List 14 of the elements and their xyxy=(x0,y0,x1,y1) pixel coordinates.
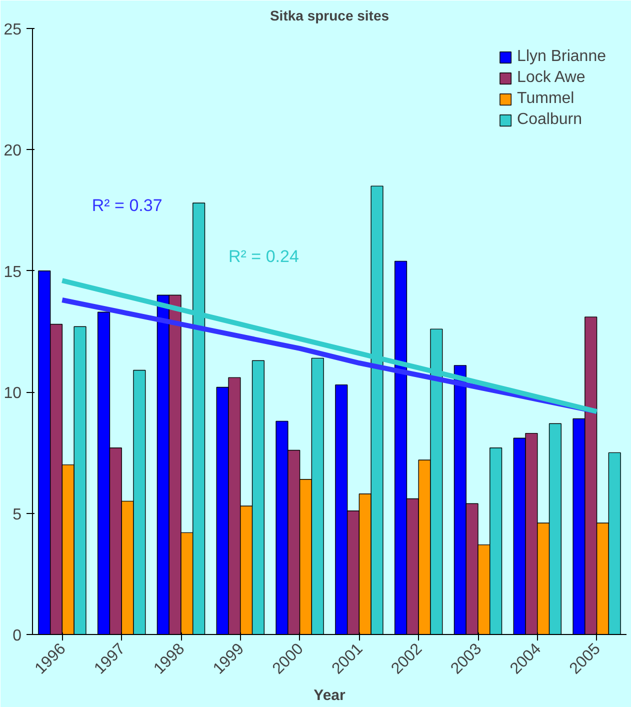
y-tick-label: 5 xyxy=(12,506,22,524)
chart-title: Sitka spruce sites xyxy=(270,8,390,24)
y-tick-label: 10 xyxy=(4,385,22,402)
y-tick-label: 0 xyxy=(12,628,22,644)
y-tick-label: 20 xyxy=(4,142,22,160)
y-tick-label: 25 xyxy=(4,22,22,38)
legend-label: Lock Awe xyxy=(517,69,586,87)
legend-label: Llyn Brianne xyxy=(517,48,606,66)
legend-label: Tummel xyxy=(517,90,574,108)
annotation: R² = 0.24 xyxy=(228,247,299,266)
x-axis-title: Year xyxy=(314,687,346,704)
legend-label: Coalburn xyxy=(517,111,582,129)
y-tick-label: 15 xyxy=(4,264,22,281)
annotation: R² = 0.37 xyxy=(92,196,162,216)
